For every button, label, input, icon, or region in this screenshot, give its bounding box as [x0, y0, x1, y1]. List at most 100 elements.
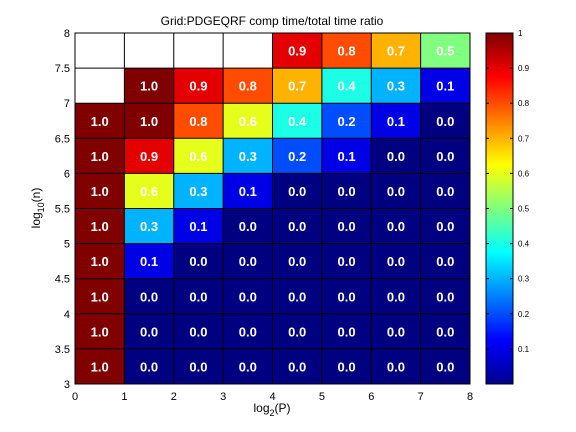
heatmap-cell-label: 1.0	[91, 254, 109, 269]
heatmap-cell	[124, 138, 174, 174]
heatmap-cell	[371, 243, 421, 279]
heatmap-cell-label: 1.0	[91, 114, 109, 129]
heatmap-cell	[75, 138, 125, 174]
y-axis-ticks: 3 3.5 4 4.5 5 5.5 6 6.5 7 7.5 8	[55, 28, 70, 391]
y-tick-label: 8	[64, 28, 70, 40]
heatmap-cell-label: 0.7	[387, 44, 405, 59]
heatmap-cell	[173, 313, 224, 349]
heatmap-cell-label: 0.0	[436, 324, 454, 339]
colorbar-tick-label: 0.9	[518, 64, 530, 73]
heatmap-cell-label: 1.0	[140, 79, 158, 94]
heatmap-cell-label: 0.0	[189, 359, 207, 374]
heatmap-cell	[321, 173, 372, 209]
heatmap-cell	[75, 208, 125, 244]
x-tick-label: 4	[269, 391, 275, 403]
heatmap-cell-label: 0.0	[140, 359, 158, 374]
heatmap-cell-label: 0.0	[288, 289, 306, 304]
heatmap-cell-label: 0.0	[436, 184, 454, 199]
heatmap-cell	[75, 103, 125, 139]
heatmap-cell-label: 0.0	[436, 219, 454, 234]
heatmap-cell-label: 0.0	[338, 219, 356, 234]
heatmap-cell	[173, 243, 224, 279]
heatmap-cell-label: 0.0	[140, 289, 158, 304]
heatmap-cell	[371, 103, 421, 139]
heatmap-cell-label: 0.0	[436, 359, 454, 374]
heatmap-cell	[321, 68, 372, 104]
heatmap-cell-label: 0.8	[239, 79, 257, 94]
heatmap-cell-label: 0.0	[288, 219, 306, 234]
heatmap-cell-label: 0.1	[387, 114, 405, 129]
heatmap-cell	[223, 68, 273, 104]
heatmap-cell	[272, 138, 322, 174]
colorbar-tick-label: 0.4	[518, 240, 530, 249]
heatmap-cell	[124, 348, 174, 384]
heatmap-cell-label: 0.0	[387, 219, 405, 234]
heatmap-cell-label: 0.9	[140, 149, 158, 164]
heatmap-cell-label: 0.9	[189, 79, 207, 94]
heatmap-cell-label: 0.4	[288, 114, 307, 129]
heatmap-cell	[420, 313, 470, 349]
heatmap-cell	[272, 103, 322, 139]
heatmap-cell-label: 1.0	[91, 324, 109, 339]
heatmap-cell-label: 0.0	[189, 254, 207, 269]
heatmap-cell	[272, 33, 322, 69]
heatmap-cell	[321, 278, 372, 314]
heatmap-cell	[321, 208, 372, 244]
heatmap-cell	[371, 68, 421, 104]
heatmap-cell	[223, 103, 273, 139]
heatmap-cell-label: 0.0	[387, 184, 405, 199]
colorbar-tick-label: 1	[518, 29, 523, 38]
colorbar-tick-label: 0.7	[518, 134, 530, 143]
heatmap-cell-label: 0.0	[338, 359, 356, 374]
heatmap-cell	[420, 278, 470, 314]
heatmap-cell	[223, 243, 273, 279]
heatmap-cell	[272, 348, 322, 384]
y-tick-label: 3	[64, 379, 70, 391]
y-tick-label: 6	[64, 168, 70, 180]
x-tick-label: 3	[220, 391, 226, 403]
heatmap-cell	[371, 348, 421, 384]
heatmap-cell	[223, 313, 273, 349]
heatmap-cell	[321, 103, 372, 139]
x-tick-label: 8	[467, 391, 473, 403]
heatmap-cell	[223, 208, 273, 244]
heatmap-cell-label: 1.0	[91, 149, 109, 164]
heatmap-cell	[223, 348, 273, 384]
colorbar-tick-label: 0.5	[518, 205, 530, 214]
heatmap-cell	[420, 68, 470, 104]
heatmap-cell	[420, 208, 470, 244]
heatmap-cell	[124, 243, 174, 279]
heatmap-cell	[124, 208, 174, 244]
x-axis-ticks: 0 1 2 3 4 5 6 7 8	[72, 391, 473, 403]
heatmap-cell-label: 0.1	[338, 149, 356, 164]
heatmap-cell-label: 0.0	[239, 324, 257, 339]
heatmap-cell-label: 0.1	[436, 79, 454, 94]
heatmap-cell	[223, 278, 273, 314]
heatmap-cell-label: 0.9	[288, 44, 306, 59]
heatmap-cell	[321, 138, 372, 174]
heatmap-cell	[223, 173, 273, 209]
heatmap-cell-label: 0.0	[239, 359, 257, 374]
heatmap-cell	[272, 313, 322, 349]
heatmap-cell	[272, 278, 322, 314]
colorbar-tick-label: 0.3	[518, 275, 530, 284]
heatmap-cell-label: 0.6	[239, 114, 257, 129]
y-tick-label: 5.5	[55, 204, 70, 216]
heatmap-cell	[420, 173, 470, 209]
heatmap-cell	[173, 138, 224, 174]
plot-frame	[74, 32, 471, 385]
heatmap-cell-label: 0.3	[387, 79, 405, 94]
heatmap-cell-label: 0.2	[288, 149, 306, 164]
heatmap-cell-label: 0.0	[338, 289, 356, 304]
colorbar-tick-label: 0.6	[518, 169, 530, 178]
x-tick-label: 5	[319, 391, 325, 403]
heatmap-cell-label: 0.3	[189, 184, 207, 199]
x-tick-label: 0	[72, 391, 78, 403]
heatmap-cell-label: 0.6	[189, 149, 207, 164]
heatmap-cell	[272, 68, 322, 104]
heatmap-cell	[173, 208, 224, 244]
heatmap-cell-label: 0.0	[239, 289, 257, 304]
heatmap-cell	[173, 103, 224, 139]
heatmap-cell-label: 0.0	[387, 359, 405, 374]
